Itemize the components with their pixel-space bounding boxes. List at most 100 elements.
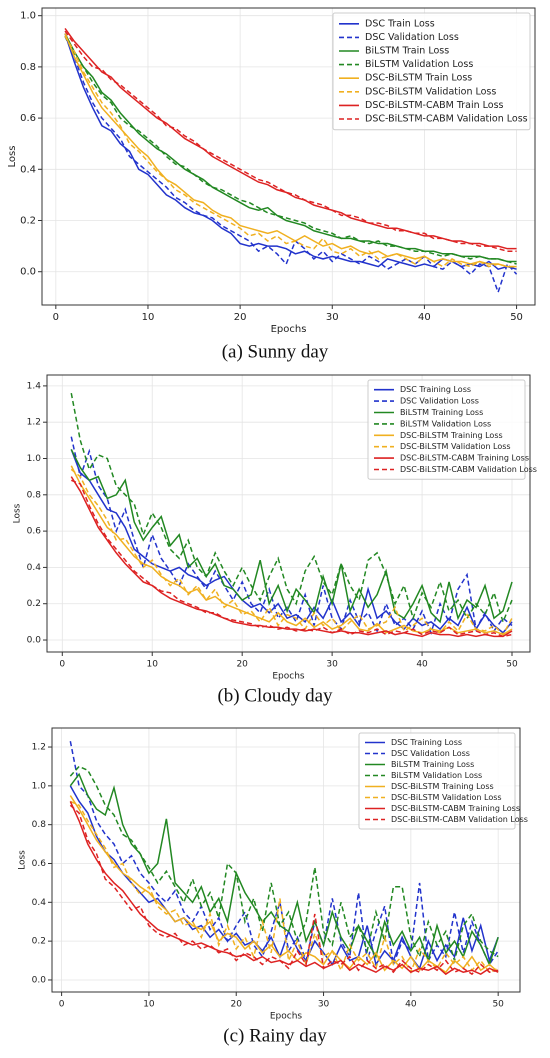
- loss-line: [69, 795, 499, 974]
- loss-line: [70, 393, 513, 625]
- y-tick-label: 0.0: [20, 267, 36, 278]
- x-tick-label: 50: [506, 660, 518, 670]
- x-axis-label: Epochs: [270, 1012, 303, 1022]
- legend-label: BiLSTM Validation Loss: [391, 771, 482, 780]
- y-tick-label: 0.0: [32, 975, 47, 985]
- y-tick-label: 0.8: [20, 62, 36, 73]
- x-tick-label: 40: [405, 1000, 417, 1010]
- caption: (a) Sunny day: [222, 341, 329, 362]
- legend-label: DSC Validation Loss: [391, 749, 470, 758]
- x-tick-label: 20: [234, 312, 247, 323]
- y-tick-label: 0.8: [27, 490, 42, 500]
- loss-line: [64, 33, 517, 263]
- x-tick-label: 50: [510, 312, 523, 323]
- y-axis-label: Loss: [7, 146, 18, 168]
- plot-frame: [51, 727, 521, 993]
- x-tick-label: 10: [143, 1000, 155, 1010]
- legend-label: DSC-BiLSTM-CABM Validation Loss: [400, 465, 537, 474]
- y-tick-label: 1.2: [32, 743, 46, 753]
- x-tick-label: 0: [53, 312, 59, 323]
- legend-label: DSC-BiLSTM Validation Loss: [391, 793, 502, 802]
- legend-label: BiLSTM Train Loss: [365, 46, 449, 57]
- y-tick-label: 1.4: [27, 381, 42, 391]
- loss-line: [64, 33, 517, 270]
- loss-line: [64, 30, 517, 252]
- caption: (c) Rainy day: [223, 1025, 327, 1046]
- legend-label: BiLSTM Validation Loss: [400, 419, 491, 428]
- y-tick-label: 0.2: [27, 599, 41, 609]
- legend-box: [358, 732, 516, 830]
- x-tick-label: 0: [59, 660, 65, 670]
- y-tick-label: 0.4: [32, 898, 47, 908]
- x-tick-label: 40: [416, 660, 428, 670]
- legend-label: DSC-BiLSTM-CABM Train Loss: [365, 100, 504, 111]
- legend-label: DSC Validation Loss: [365, 32, 459, 43]
- y-tick-label: 0.4: [27, 563, 42, 573]
- y-tick-label: 1.0: [27, 454, 42, 464]
- legend-label: DSC-BiLSTM Train Loss: [365, 73, 472, 84]
- legend-label: BiLSTM Validation Loss: [365, 59, 473, 70]
- loss-line: [69, 801, 499, 976]
- y-tick-label: 1.0: [32, 781, 47, 791]
- legend-label: DSC-BiLSTM-CABM Training Loss: [400, 454, 529, 463]
- y-tick-label: 0.2: [32, 937, 46, 947]
- x-tick-label: 30: [326, 312, 339, 323]
- x-tick-label: 20: [236, 660, 248, 670]
- loss-line: [70, 468, 513, 636]
- legend-label: DSC-BiLSTM Training Loss: [391, 782, 494, 791]
- y-tick-label: 0.6: [20, 113, 36, 124]
- loss-line: [69, 741, 499, 968]
- legend-label: DSC Training Loss: [400, 385, 471, 394]
- loss-line: [64, 35, 517, 265]
- x-tick-label: 0: [59, 1000, 65, 1010]
- legend-label: DSC-BiLSTM Validation Loss: [400, 442, 511, 451]
- legend-label: BiLSTM Training Loss: [391, 760, 474, 769]
- x-tick-label: 10: [147, 660, 159, 670]
- loss-line: [69, 772, 499, 967]
- x-axis-label: Epochs: [272, 672, 305, 682]
- x-tick-label: 40: [418, 312, 431, 323]
- y-tick-label: 0.8: [32, 820, 47, 830]
- plot-frame: [41, 7, 536, 306]
- x-tick-label: 20: [231, 1000, 243, 1010]
- x-axis-label: Epochs: [271, 324, 307, 335]
- loss-line: [64, 35, 518, 295]
- legend-label: DSC-BiLSTM-CABM Training Loss: [391, 804, 520, 813]
- y-tick-label: 0.6: [27, 527, 42, 537]
- legend-label: DSC-BiLSTM Validation Loss: [365, 86, 496, 97]
- loss-line: [69, 765, 499, 964]
- loss-line: [70, 436, 513, 635]
- y-tick-label: 1.2: [27, 418, 41, 428]
- loss-line: [70, 449, 513, 624]
- y-tick-label: 0.4: [20, 164, 36, 175]
- x-tick-label: 50: [492, 1000, 504, 1010]
- loss-line: [70, 476, 513, 638]
- legend-box: [367, 379, 526, 480]
- loss-line: [70, 465, 513, 636]
- loss-line: [70, 800, 499, 974]
- loss-line: [64, 33, 517, 268]
- legend-label: DSC-BiLSTM Training Loss: [400, 431, 503, 440]
- loss-line: [69, 804, 499, 976]
- y-axis-label: Loss: [18, 850, 28, 870]
- y-axis-label: Loss: [13, 503, 23, 523]
- x-tick-label: 30: [318, 1000, 330, 1010]
- plot-frame: [46, 374, 531, 653]
- y-tick-label: 0.6: [32, 859, 47, 869]
- y-tick-label: 0.2: [20, 216, 36, 227]
- loss-line: [70, 449, 513, 634]
- legend-label: DSC Validation Loss: [400, 397, 479, 406]
- legend-label: DSC Train Loss: [365, 18, 435, 29]
- legend-label: BiLSTM Training Loss: [400, 408, 483, 417]
- x-tick-label: 30: [326, 660, 338, 670]
- loss-line: [64, 35, 517, 268]
- y-tick-label: 1.0: [20, 11, 36, 22]
- x-tick-label: 10: [142, 312, 155, 323]
- legend-label: DSC Training Loss: [391, 738, 462, 747]
- legend-box: [332, 12, 531, 131]
- caption: (b) Cloudy day: [217, 685, 333, 706]
- legend-label: DSC-BiLSTM-CABM Validation Loss: [391, 815, 528, 824]
- legend-label: DSC-BiLSTM-CABM Validation Loss: [365, 114, 528, 125]
- y-tick-label: 0.0: [27, 636, 42, 646]
